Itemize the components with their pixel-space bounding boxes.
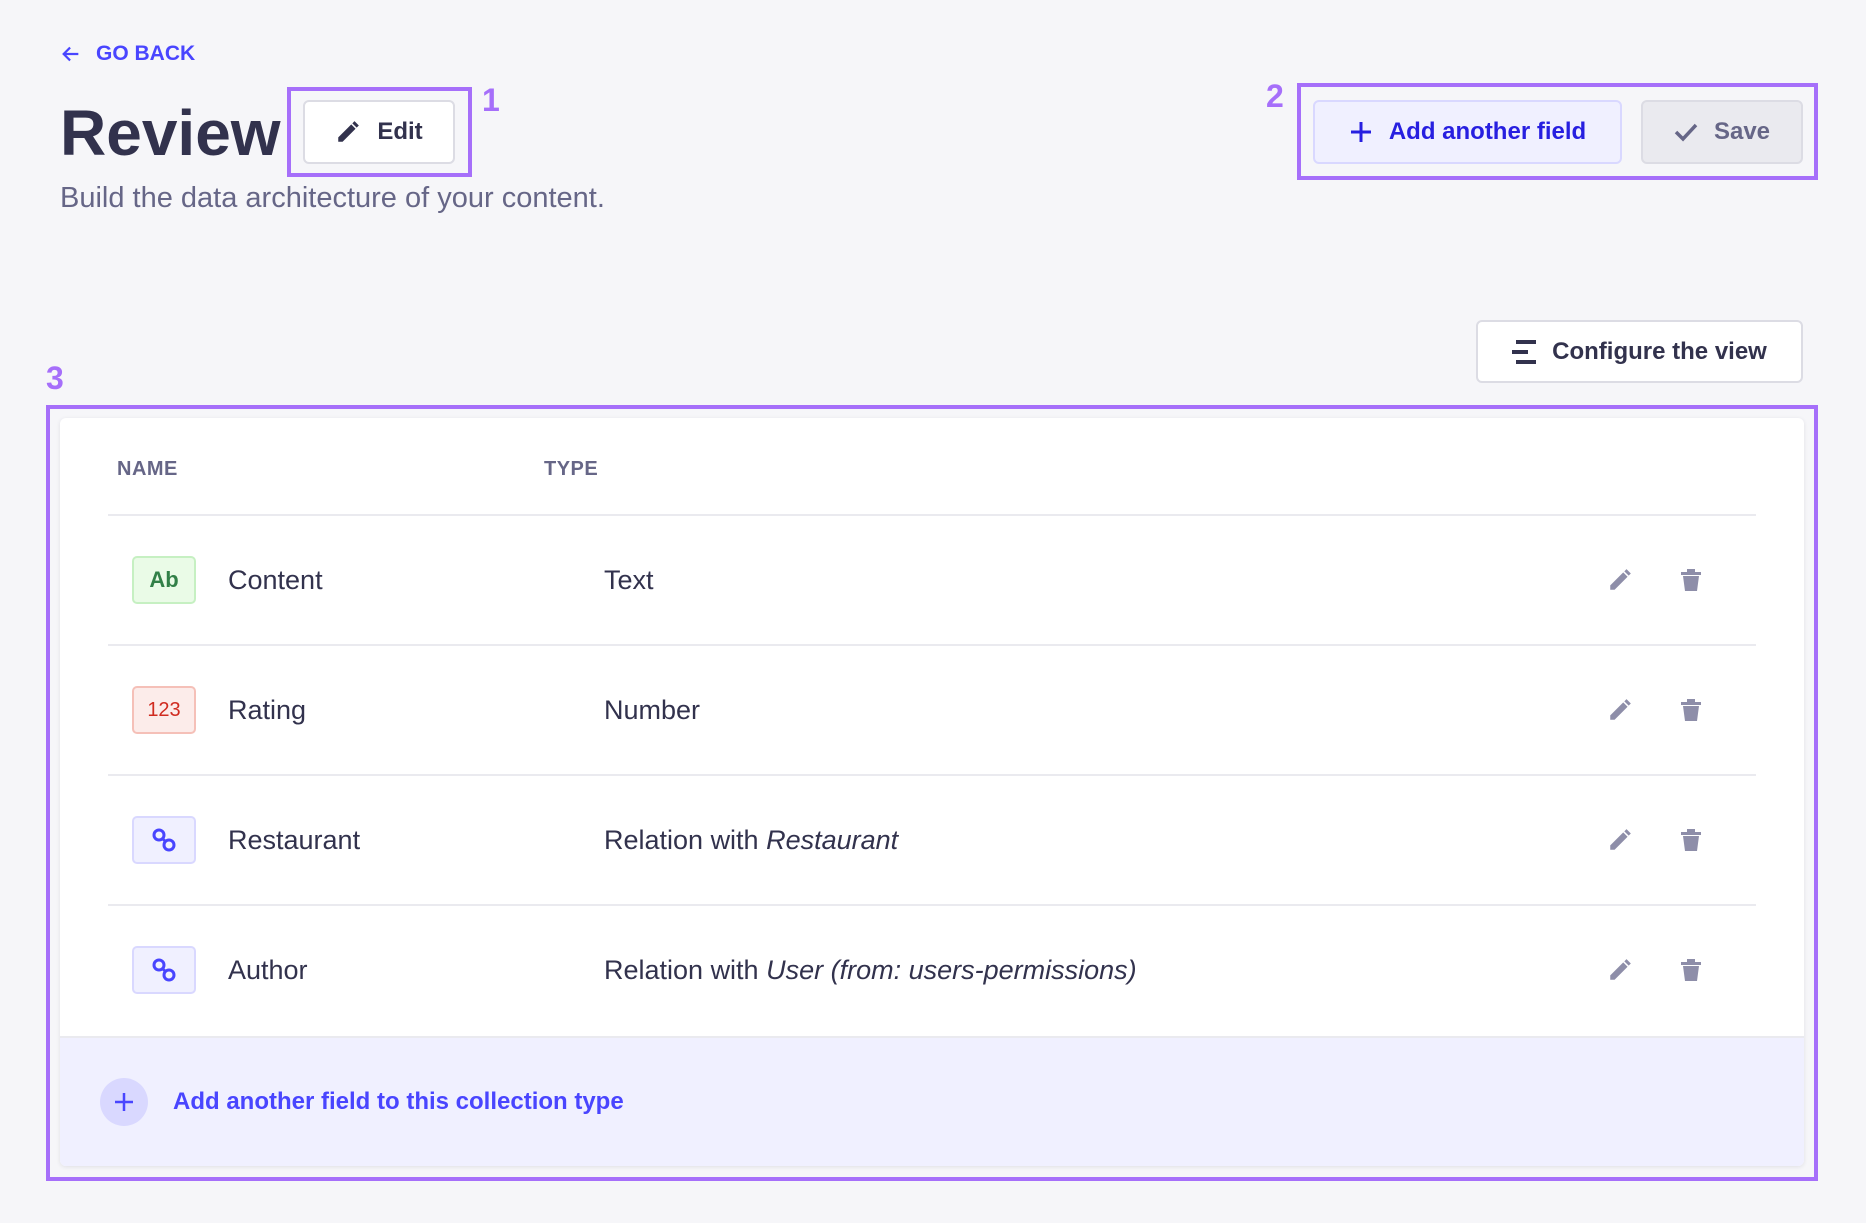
save-label: Save (1713, 118, 1771, 145)
annotation-label-3: 3 (46, 360, 64, 396)
add-field-to-collection-label: Add another field to this collection typ… (173, 1088, 624, 1115)
link-icon (152, 958, 176, 982)
relation-prefix: Relation with (604, 954, 767, 985)
annotation-label-1: 1 (482, 82, 500, 118)
column-header-type: TYPE (544, 458, 599, 480)
annotation-label-2: 2 (1266, 78, 1284, 114)
layout-icon (1512, 339, 1537, 364)
delete-field-button[interactable] (1675, 824, 1707, 856)
relation-prefix: Relation with (604, 824, 767, 855)
pencil-icon (1610, 829, 1631, 850)
edit-field-button[interactable] (1604, 824, 1636, 856)
edit-field-button[interactable] (1604, 954, 1636, 986)
edit-button[interactable]: Edit (303, 100, 455, 164)
field-name: Rating (228, 694, 307, 725)
configure-view-button[interactable]: Configure the view (1476, 320, 1803, 383)
pencil-icon (1610, 569, 1631, 590)
trash-icon (1681, 959, 1701, 981)
annotation-box-1 (287, 87, 472, 177)
check-icon (1674, 123, 1698, 142)
field-type: Text (604, 564, 654, 595)
link-icon (152, 828, 176, 852)
field-name: Author (228, 954, 308, 985)
edit-label: Edit (377, 118, 423, 145)
delete-field-button[interactable] (1675, 564, 1707, 596)
column-header-name: NAME (117, 458, 178, 480)
relation-type-badge (132, 816, 196, 864)
annotation-box-3 (46, 405, 1818, 1181)
annotation-box-2 (1297, 83, 1818, 180)
pencil-icon (338, 121, 360, 142)
edit-field-button[interactable] (1604, 564, 1636, 596)
configure-view-label: Configure the view (1552, 337, 1767, 365)
table-row: 123 Rating Number (108, 644, 1756, 774)
edit-field-button[interactable] (1604, 694, 1636, 726)
pencil-icon (1610, 959, 1631, 980)
delete-field-button[interactable] (1675, 954, 1707, 986)
go-back-label: GO BACK (96, 42, 196, 65)
table-row: Author Relation with User (from: users-p… (108, 904, 1756, 1034)
add-field-to-collection-button[interactable]: Add another field to this collection typ… (60, 1036, 1804, 1166)
add-another-field-label: Add another field (1388, 118, 1587, 145)
text-type-badge: Ab (132, 556, 196, 604)
plus-icon (1350, 122, 1371, 142)
page-subtitle: Build the data architecture of your cont… (60, 182, 605, 214)
field-type: Relation with User (from: users-permissi… (604, 955, 1137, 986)
table-row: Restaurant Relation with Restaurant (108, 774, 1756, 904)
save-button[interactable]: Save (1641, 100, 1803, 164)
field-name: Content (228, 564, 323, 595)
arrow-left-icon (62, 46, 79, 62)
relation-target: User (from: users-permissions) (766, 954, 1137, 985)
delete-field-button[interactable] (1675, 694, 1707, 726)
page-title: Review (60, 97, 281, 169)
field-name: Restaurant (228, 824, 361, 855)
number-type-badge: 123 (132, 686, 196, 734)
plus-circle-icon (100, 1078, 148, 1126)
field-type: Number (604, 694, 701, 725)
pencil-icon (1610, 699, 1631, 720)
trash-icon (1681, 829, 1701, 851)
trash-icon (1681, 699, 1701, 721)
fields-table: NAME TYPE Ab Content Text 123 Rating Num… (60, 418, 1804, 1166)
table-row: Ab Content Text (108, 514, 1756, 644)
add-another-field-button[interactable]: Add another field (1313, 100, 1622, 164)
go-back-link[interactable]: GO BACK (60, 42, 195, 66)
relation-type-badge (132, 946, 196, 994)
field-type: Relation with Restaurant (604, 825, 898, 856)
relation-target: Restaurant (766, 824, 899, 855)
trash-icon (1681, 569, 1701, 591)
